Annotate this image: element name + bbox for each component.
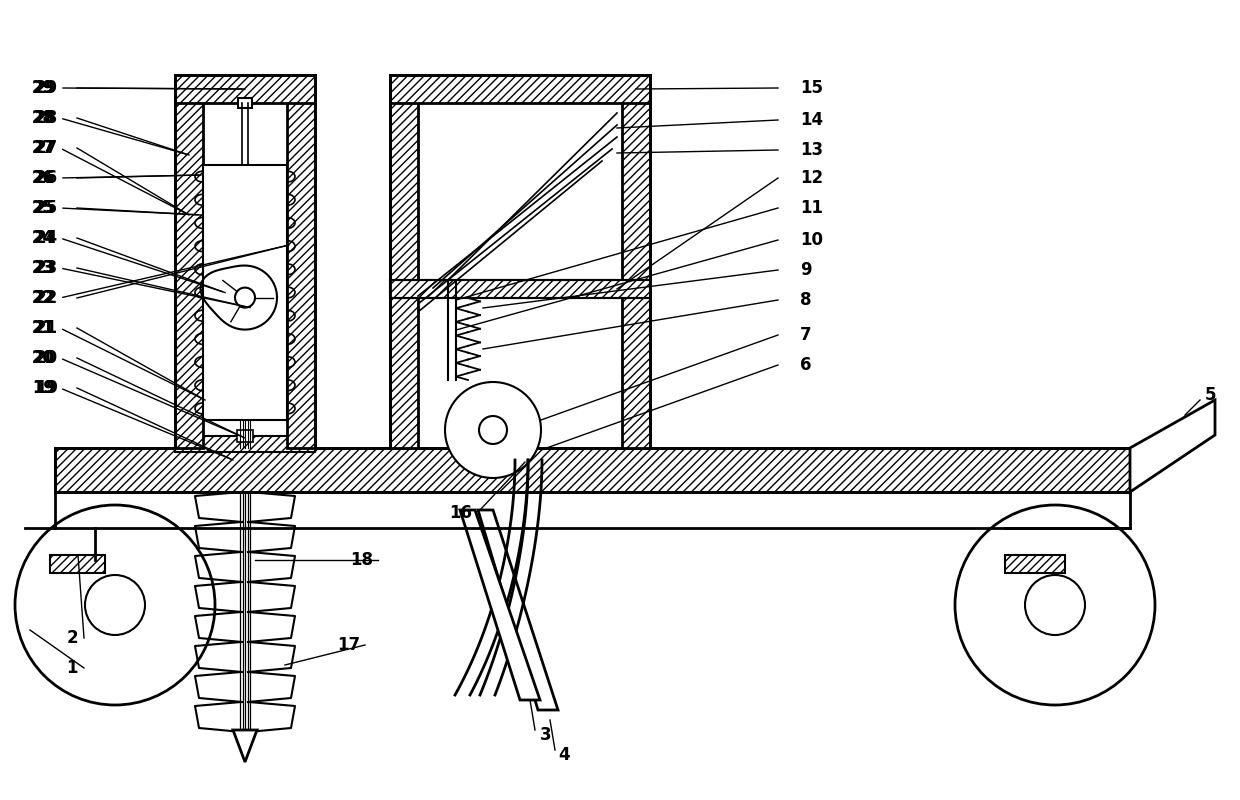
Bar [238,98,252,108]
Text: 8: 8 [800,291,811,309]
Bar [237,430,253,442]
Bar [391,75,418,448]
Text: 17: 17 [337,636,360,654]
Text: 23: 23 [32,259,55,277]
Text: 24: 24 [35,229,58,247]
Text: 22: 22 [32,289,55,307]
Text: 4: 4 [558,746,569,764]
Text: 25: 25 [32,199,55,217]
Text: 29: 29 [32,79,55,97]
Circle shape [15,505,215,705]
Text: 5: 5 [1205,386,1216,404]
Text: 16: 16 [449,504,472,522]
Text: 7: 7 [800,326,812,344]
Text: 26: 26 [32,169,55,187]
Text: 22: 22 [32,289,55,307]
Polygon shape [233,730,257,762]
Text: 3: 3 [539,726,552,744]
Polygon shape [460,510,539,700]
Text: 21: 21 [32,319,55,337]
Bar [391,75,650,103]
Text: 13: 13 [800,141,823,159]
Text: 20: 20 [32,349,55,367]
Text: 28: 28 [35,109,58,127]
Text: 2: 2 [67,629,78,647]
Text: 29: 29 [32,79,55,97]
Bar [622,75,650,448]
Bar [55,448,1130,492]
Text: 24: 24 [32,229,55,247]
Circle shape [1025,575,1085,635]
Text: 22: 22 [35,289,58,307]
Circle shape [86,575,145,635]
Text: 24: 24 [32,229,55,247]
Bar [391,280,650,298]
Text: 20: 20 [35,349,58,367]
Text: 23: 23 [32,259,55,277]
Bar [50,555,105,573]
Circle shape [955,505,1154,705]
Text: 1: 1 [67,659,78,677]
Text: 26: 26 [32,169,55,187]
Bar [175,436,315,452]
Text: 11: 11 [800,199,823,217]
Text: 25: 25 [35,199,58,217]
Text: 28: 28 [32,109,55,127]
Text: 27: 27 [32,139,55,157]
Text: 19: 19 [32,379,55,397]
Polygon shape [1130,400,1215,492]
Circle shape [236,288,255,308]
Bar [203,165,286,420]
Text: 21: 21 [32,319,55,337]
Text: 10: 10 [800,231,823,249]
Text: 20: 20 [32,349,55,367]
Text: 9: 9 [800,261,812,279]
Text: 19: 19 [35,379,58,397]
Text: 21: 21 [35,319,58,337]
Bar [1004,555,1065,573]
Text: 27: 27 [35,139,58,157]
Text: 15: 15 [800,79,823,97]
Polygon shape [477,510,558,710]
Text: 27: 27 [32,139,55,157]
Text: 19: 19 [32,379,55,397]
Bar [175,75,203,448]
Text: 12: 12 [800,169,823,187]
Circle shape [445,382,541,478]
Text: 23: 23 [35,259,58,277]
Text: 6: 6 [800,356,811,374]
Bar [286,75,315,448]
Text: 25: 25 [32,199,55,217]
Text: 26: 26 [35,169,58,187]
Circle shape [479,416,507,444]
Bar [55,448,1130,492]
Bar [175,75,315,103]
Text: 18: 18 [350,551,373,569]
Text: 28: 28 [32,109,55,127]
Text: 14: 14 [800,111,823,129]
Text: 29: 29 [35,79,58,97]
